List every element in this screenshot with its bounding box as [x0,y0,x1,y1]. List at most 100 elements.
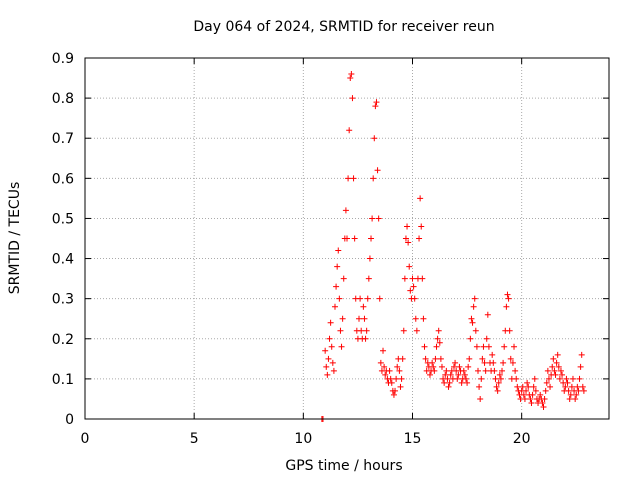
data-point [398,375,405,382]
data-point [537,391,544,398]
data-point [572,395,579,402]
y-tick-label: 0.9 [52,51,74,67]
data-point [452,359,459,366]
data-point [388,379,395,386]
data-point [394,363,401,370]
data-point [496,371,503,378]
data-point [511,343,518,350]
data-point [500,359,507,366]
data-point [550,355,557,362]
data-point [559,371,566,378]
data-point [334,263,341,270]
data-point [438,363,445,370]
data-point [574,383,581,390]
data-point [549,363,556,370]
data-point [400,327,407,334]
data-point [490,359,497,366]
data-point [465,363,472,370]
data-point [420,315,427,322]
data-point [455,371,462,378]
axis-ticks: 0 0.1 0.2 0.3 0.4 0.5 0.6 0.7 0.8 0.9 0 5 10 15 20 [52,51,609,447]
data-point [471,295,478,302]
data-point [493,383,500,390]
data-point [416,235,423,242]
data-point [529,391,536,398]
data-point [540,403,547,410]
data-point [497,375,504,382]
data-point [351,235,358,242]
data-point [555,363,562,370]
y-tick-label: 0.8 [52,91,74,107]
data-point [366,255,373,262]
data-point [564,379,571,386]
data-point [387,375,394,382]
data-point [485,343,492,350]
data-point [346,127,353,134]
data-point [422,355,429,362]
data-point [331,303,338,310]
y-tick-label: 0.2 [52,332,74,348]
y-tick-label: 0.5 [52,211,74,227]
data-point [501,343,508,350]
data-point [373,99,380,106]
data-point [407,287,414,294]
data-point [523,387,530,394]
data-point [503,303,510,310]
data-point [527,395,534,402]
data-point [539,399,546,406]
data-point [325,355,332,362]
data-point [481,359,488,366]
data-point [579,383,586,390]
data-point [372,103,379,110]
data-point [329,359,336,366]
data-point [520,391,527,398]
data-point [350,175,357,182]
data-point [462,375,469,382]
y-tick-label: 0.7 [52,131,74,147]
data-point [322,347,329,354]
data-point [370,175,377,182]
x-axis-label: GPS time / hours [285,458,402,474]
data-point [436,339,443,346]
data-point [505,295,512,302]
data-point [528,399,535,406]
data-point [435,327,442,334]
data-point [480,343,487,350]
data-point [477,395,484,402]
data-point [468,315,475,322]
x-tick-label: 5 [190,431,199,447]
data-point [357,295,364,302]
data-point [565,387,572,394]
data-point [371,135,378,142]
data-point [410,283,417,290]
data-point [460,367,467,374]
data-point [454,375,461,382]
data-point [461,371,468,378]
data-point [324,371,331,378]
data-point [340,275,347,282]
data-point [483,335,490,342]
x-tick-label: 20 [513,431,531,447]
data-point [568,383,575,390]
data-point [330,367,337,374]
data-point [374,167,381,174]
data-point [475,367,481,374]
data-point [569,375,576,382]
data-point [472,327,479,334]
data-point [524,379,531,386]
data-point [396,367,403,374]
data-point [444,375,451,382]
data-point [521,395,528,402]
data-point [552,371,559,378]
data-point [562,383,569,390]
data-point [382,371,389,378]
data-point [347,75,354,82]
data-point [576,375,583,382]
data-point [553,359,560,366]
data-point [466,355,473,362]
data-point [426,371,433,378]
data-point [339,315,346,322]
data-point [494,387,501,394]
data-point [349,95,356,102]
data-point [519,383,526,390]
